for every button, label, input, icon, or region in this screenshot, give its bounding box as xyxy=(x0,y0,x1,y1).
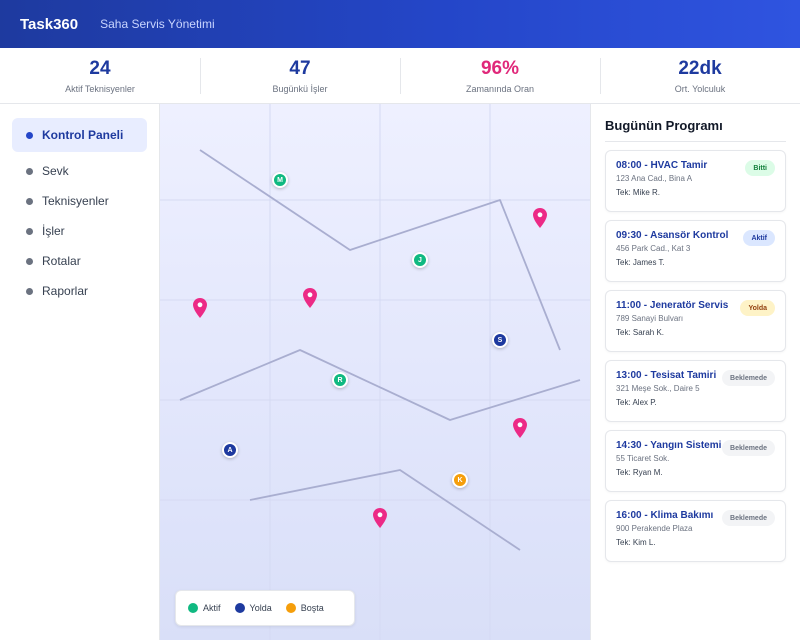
legend-label: Yolda xyxy=(249,603,272,613)
stat-todays-jobs: 47 Bugünkü İşler xyxy=(200,48,400,104)
app-subtitle: Saha Servis Yönetimi xyxy=(100,17,215,31)
schedule-title: Bugünün Programı xyxy=(605,118,786,142)
sidebar-item-dashboard[interactable]: Kontrol Paneli xyxy=(12,118,147,152)
sidebar-item-jobs[interactable]: İşler xyxy=(12,216,147,246)
map-route xyxy=(179,349,581,421)
technician-marker[interactable]: A xyxy=(222,442,238,458)
status-badge: Bitti xyxy=(745,160,775,176)
status-badge: Yolda xyxy=(740,300,775,316)
job-title: 13:00 - Tesisat Tamiri xyxy=(616,370,717,381)
bullet-icon xyxy=(26,167,33,175)
technician-marker[interactable]: S xyxy=(492,332,508,348)
job-card[interactable]: 09:30 - Asansör Kontrol 456 Park Cad., K… xyxy=(605,220,786,282)
legend-item-active: Aktif xyxy=(188,603,221,613)
technician-marker[interactable]: K xyxy=(452,472,468,488)
map-legend: Aktif Yolda Boşta xyxy=(175,590,355,626)
stat-value: 96% xyxy=(480,58,520,79)
job-address: 321 Meşe Sok., Daire 5 xyxy=(616,384,700,393)
job-title: 09:30 - Asansör Kontrol xyxy=(616,230,729,241)
sidebar: Kontrol Paneli Sevk Teknisyenler İşler R… xyxy=(0,104,160,640)
stat-label: Aktif Teknisyenler xyxy=(65,84,135,94)
job-address: 456 Park Cad., Kat 3 xyxy=(616,244,691,253)
location-pin-icon[interactable] xyxy=(513,418,527,438)
job-card[interactable]: 14:30 - Yangın Sistemi 55 Ticaret Sok. T… xyxy=(605,430,786,492)
job-address: 789 Sanayi Bulvarı xyxy=(616,314,684,323)
stat-value: 22dk xyxy=(678,58,722,79)
location-pin-icon[interactable] xyxy=(373,508,387,528)
location-pin-icon[interactable] xyxy=(533,208,547,228)
legend-label: Boşta xyxy=(300,603,324,613)
status-badge: Beklemede xyxy=(722,440,775,456)
status-badge: Beklemede xyxy=(722,370,775,386)
technician-marker[interactable]: J xyxy=(412,252,428,268)
map-view[interactable]: M J S R A K Aktif Yolda Boşta xyxy=(160,104,590,640)
legend-item-en-route: Yolda xyxy=(234,603,272,613)
location-pin-icon[interactable] xyxy=(193,298,207,318)
job-title: 14:30 - Yangın Sistemi xyxy=(616,440,722,451)
stat-avg-travel: 22dk Ort. Yolculuk xyxy=(600,48,800,104)
job-card[interactable]: 13:00 - Tesisat Tamiri 321 Meşe Sok., Da… xyxy=(605,360,786,422)
job-title: 16:00 - Klima Bakımı xyxy=(616,510,714,521)
sidebar-item-label: Raporlar xyxy=(42,284,89,298)
job-title: 08:00 - HVAC Tamir xyxy=(616,160,708,171)
app-logo[interactable]: Task360 xyxy=(20,15,79,33)
job-address: 55 Ticaret Sok. xyxy=(616,454,670,463)
job-technician: Tek: Mike R. xyxy=(616,188,661,197)
map-grid xyxy=(160,104,590,640)
status-badge: Aktif xyxy=(743,230,775,246)
stat-on-time-rate: 96% Zamanında Oran xyxy=(400,48,600,104)
stat-label: Bugünkü İşler xyxy=(272,84,328,94)
location-pin-icon[interactable] xyxy=(303,288,317,308)
schedule-panel: Bugünün Programı 08:00 - HVAC Tamir 123 … xyxy=(590,104,800,640)
bullet-icon xyxy=(26,131,33,139)
sidebar-item-label: Kontrol Paneli xyxy=(42,128,124,142)
bullet-icon xyxy=(26,287,33,295)
technician-marker[interactable]: R xyxy=(332,372,348,388)
app-header: Task360 Saha Servis Yönetimi xyxy=(0,0,800,48)
stat-active-technicians: 24 Aktif Teknisyenler xyxy=(0,48,200,104)
sidebar-item-dispatch[interactable]: Sevk xyxy=(12,156,147,186)
job-technician: Tek: Sarah K. xyxy=(616,328,665,337)
job-card[interactable]: 11:00 - Jeneratör Servis 789 Sanayi Bulv… xyxy=(605,290,786,352)
stat-label: Ort. Yolculuk xyxy=(674,84,726,94)
job-technician: Tek: Kim L. xyxy=(616,538,656,547)
sidebar-item-routes[interactable]: Rotalar xyxy=(12,246,147,276)
job-card[interactable]: 16:00 - Klima Bakımı 900 Perakende Plaza… xyxy=(605,500,786,562)
sidebar-item-label: Rotalar xyxy=(42,254,81,268)
sidebar-item-label: İşler xyxy=(42,224,65,238)
bullet-icon xyxy=(26,197,33,205)
bullet-icon xyxy=(26,257,33,265)
map-route xyxy=(199,149,561,351)
bullet-icon xyxy=(26,227,33,235)
sidebar-item-reports[interactable]: Raporlar xyxy=(12,276,147,306)
stats-bar: 24 Aktif Teknisyenler 47 Bugünkü İşler 9… xyxy=(0,48,800,104)
job-address: 900 Perakende Plaza xyxy=(616,524,693,533)
sidebar-item-technicians[interactable]: Teknisyenler xyxy=(12,186,147,216)
job-address: 123 Ana Cad., Bina A xyxy=(616,174,693,183)
job-technician: Tek: James T. xyxy=(616,258,665,267)
legend-dot xyxy=(234,603,245,613)
sidebar-item-label: Teknisyenler xyxy=(42,194,109,208)
legend-item-idle: Boşta xyxy=(285,603,324,613)
legend-dot xyxy=(188,603,198,613)
stat-value: 24 xyxy=(89,58,111,79)
job-technician: Tek: Alex P. xyxy=(616,398,657,407)
legend-dot xyxy=(285,603,296,613)
map-route xyxy=(249,469,521,551)
stat-value: 47 xyxy=(289,58,311,79)
technician-marker[interactable]: M xyxy=(272,172,288,188)
stat-label: Zamanında Oran xyxy=(465,84,535,94)
job-title: 11:00 - Jeneratör Servis xyxy=(616,300,729,311)
sidebar-item-label: Sevk xyxy=(42,164,69,178)
legend-label: Aktif xyxy=(203,603,221,613)
job-technician: Tek: Ryan M. xyxy=(616,468,663,477)
status-badge: Beklemede xyxy=(722,510,775,526)
job-card[interactable]: 08:00 - HVAC Tamir 123 Ana Cad., Bina A … xyxy=(605,150,786,212)
